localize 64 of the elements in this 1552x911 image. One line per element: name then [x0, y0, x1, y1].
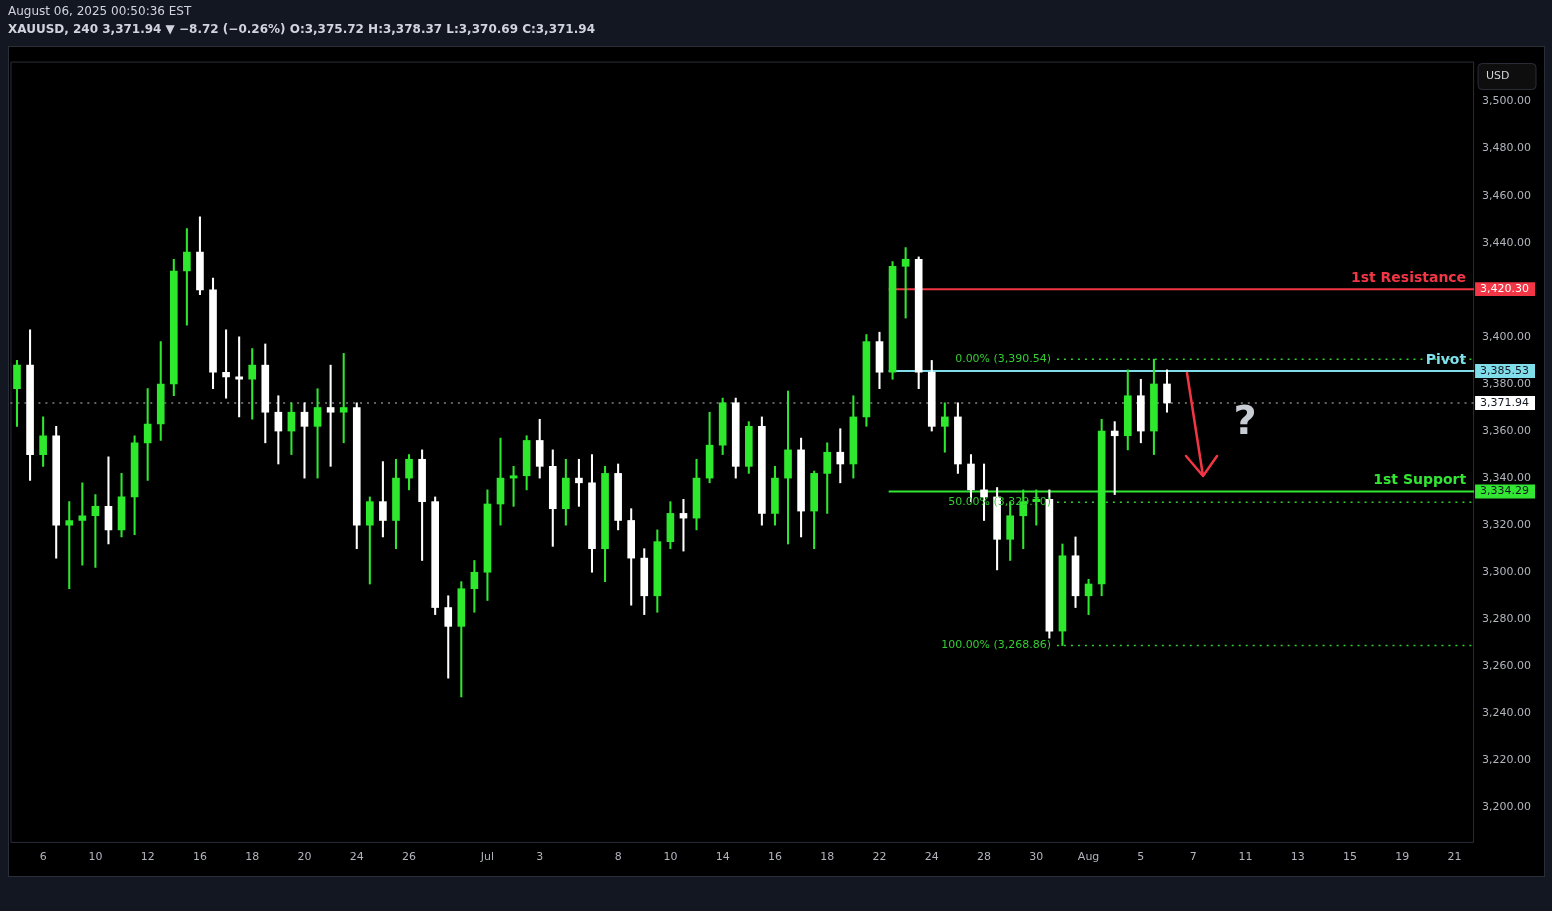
x-tick-label: Jul — [479, 850, 495, 864]
candlestick — [326, 364, 335, 467]
x-tick-label: 10 — [663, 850, 678, 864]
y-tick-label: 3,320.00 — [1482, 518, 1531, 532]
candlestick — [339, 353, 348, 444]
x-tick-label: 14 — [715, 850, 730, 864]
x-tick-label: 6 — [39, 850, 47, 864]
x-tick-label: 11 — [1238, 850, 1253, 864]
candlestick — [235, 336, 243, 418]
y-tick-label: 3,400.00 — [1482, 329, 1531, 343]
text: 3,334.29 — [1480, 484, 1529, 498]
x-tick-label: 28 — [977, 850, 992, 864]
ref-line-label: 1st Resistance — [1351, 268, 1467, 285]
x-tick-label: 24 — [349, 850, 364, 864]
x-tick-label: 15 — [1342, 850, 1357, 864]
x-tick-label: 19 — [1395, 850, 1410, 864]
candlestick — [65, 501, 74, 590]
y-tick-label: 3,340.00 — [1482, 470, 1531, 484]
y-tick-label: 3,380.00 — [1482, 376, 1531, 390]
x-tick-label: 24 — [924, 850, 939, 864]
x-tick-label: 16 — [192, 850, 207, 864]
candlestick — [1110, 421, 1119, 495]
x-tick-label: 18 — [245, 850, 260, 864]
x-tick-label: 16 — [767, 850, 782, 864]
x-tick-label: 13 — [1290, 850, 1305, 864]
x-tick-label: 20 — [297, 850, 312, 864]
y-tick-label: 3,260.00 — [1482, 659, 1531, 673]
y-tick-label: 3,440.00 — [1482, 235, 1531, 249]
y-tick-label: 3,300.00 — [1482, 565, 1531, 579]
x-tick-label: 22 — [872, 850, 887, 864]
y-tick-label: 3,200.00 — [1482, 800, 1531, 814]
text: 3,420.30 — [1480, 281, 1529, 295]
y-tick-label: 3,460.00 — [1482, 188, 1531, 202]
y-tick-label: 3,480.00 — [1482, 141, 1531, 155]
x-tick-label: 12 — [140, 850, 155, 864]
x-tick-label: 10 — [88, 850, 103, 864]
ref-line-label: 1st Support — [1373, 471, 1467, 488]
candlestick — [496, 437, 505, 526]
chart-title: XAUUSD, 240 3,371.94 ▼ −8.72 (−0.26%) O:3,375.72 H:3,378.37 L:3,370.69 C:3,371.94 — [8, 21, 596, 38]
x-tick-label: 5 — [1137, 850, 1145, 864]
x-tick-label: 8 — [614, 850, 622, 864]
candlestick — [509, 466, 518, 507]
y-tick-label: 3,220.00 — [1482, 753, 1531, 767]
candlestick — [78, 482, 87, 566]
y-tick-label: 3,360.00 — [1482, 423, 1531, 437]
text: 3,371.94 — [1480, 395, 1529, 409]
candlestick — [300, 402, 309, 479]
x-tick-label: 30 — [1029, 850, 1044, 864]
ref-line-label: Pivot — [1425, 350, 1467, 367]
x-tick-label: 26 — [402, 850, 417, 864]
y-axis-title: USD — [1486, 69, 1510, 83]
y-tick-label: 3,500.00 — [1482, 94, 1531, 108]
x-tick-label: Aug — [1077, 850, 1100, 864]
chart-subtitle: August 06, 2025 00:50:36 EST — [8, 3, 193, 20]
x-tick-label: 3 — [536, 850, 544, 864]
x-tick-label: 21 — [1447, 850, 1462, 864]
annotation: ? — [1233, 397, 1257, 444]
y-tick-label: 3,280.00 — [1482, 612, 1531, 626]
text: 3,385.53 — [1480, 363, 1529, 377]
ref-line-label: 0.00% (3,390.54) — [955, 352, 1051, 366]
ref-line-label: 100.00% (3,268.86) — [941, 638, 1051, 652]
x-tick-label: 7 — [1189, 850, 1197, 864]
x-tick-label: 18 — [820, 850, 835, 864]
y-tick-label: 3,240.00 — [1482, 706, 1531, 720]
